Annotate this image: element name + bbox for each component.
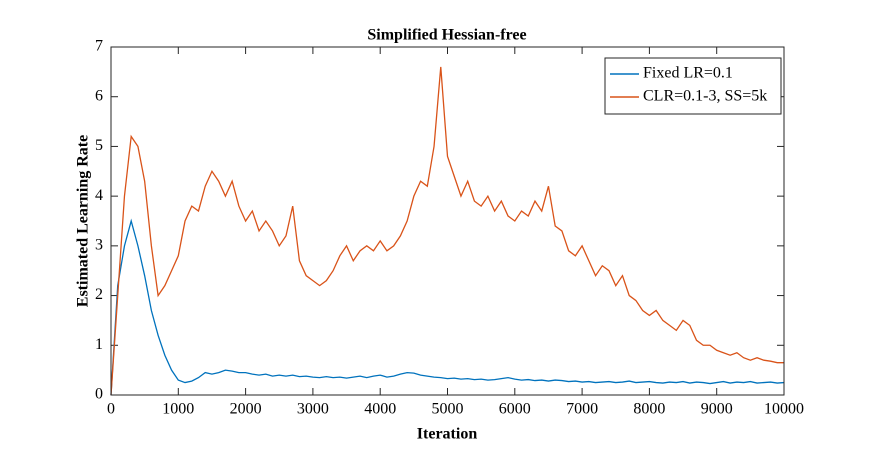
x-tick-label: 9000	[701, 401, 733, 418]
x-axis-label: Iteration	[417, 426, 478, 443]
axes-box	[110, 46, 785, 396]
y-axis-label: Estimated Learning Rate	[75, 135, 92, 307]
y-tick-label: 1	[95, 336, 103, 353]
x-tick-label: 5000	[432, 401, 464, 418]
y-tick-label: 4	[95, 187, 103, 204]
x-tick-label: 4000	[364, 401, 396, 418]
y-tick-label: 5	[95, 137, 103, 154]
x-tick-label: 6000	[499, 401, 531, 418]
x-tick-label: 0	[107, 401, 115, 418]
legend-box	[604, 57, 782, 115]
y-tick-label: 3	[95, 237, 103, 254]
y-tick-label: 6	[95, 87, 103, 104]
y-tick-label: 0	[95, 386, 103, 403]
x-tick-label: 2000	[230, 401, 262, 418]
line-series	[110, 66, 784, 396]
x-tick-label: 1000	[162, 401, 194, 418]
x-tick-label: 7000	[566, 401, 598, 418]
x-tick-label: 10000	[764, 401, 804, 418]
x-tick-label: 3000	[297, 401, 329, 418]
line-series	[110, 218, 785, 396]
chart-title: Simplified Hessian-free	[367, 27, 526, 44]
legend-label: CLR=0.1-3, SS=5k	[643, 88, 767, 105]
legend-label: Fixed LR=0.1	[643, 65, 733, 82]
y-tick-label: 7	[95, 38, 103, 55]
y-tick-label: 2	[95, 286, 103, 303]
x-tick-label: 8000	[633, 401, 665, 418]
